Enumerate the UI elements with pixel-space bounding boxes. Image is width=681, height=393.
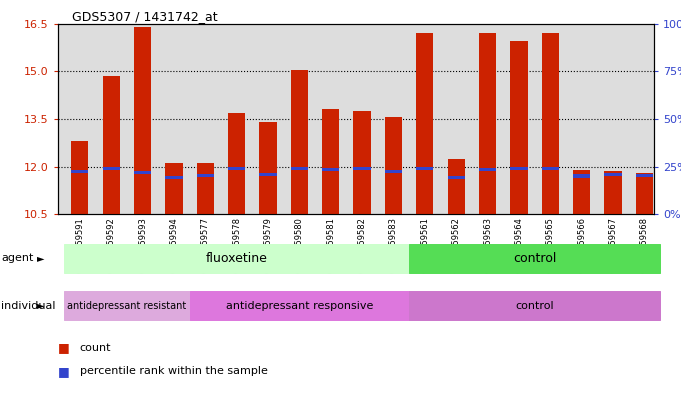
Bar [604,171,622,214]
Bar [228,112,245,214]
Bar [416,167,433,170]
Text: fluoxetine: fluoxetine [206,252,268,265]
Bar [573,174,590,178]
Bar [447,176,465,179]
Text: antidepressant resistant: antidepressant resistant [67,301,187,310]
Bar [636,174,653,177]
Bar [259,122,276,214]
Bar [604,173,622,176]
Bar [353,167,370,170]
Bar [134,27,151,214]
Bar [479,33,496,214]
Text: ►: ► [37,301,45,310]
Bar [447,159,465,214]
Bar [103,76,120,214]
Text: percentile rank within the sample: percentile rank within the sample [80,366,268,376]
Bar [416,33,433,214]
Bar [573,170,590,214]
Bar [165,176,183,179]
Bar [353,111,370,214]
Text: ■: ■ [58,365,69,378]
Bar [259,173,276,176]
Bar [510,41,528,214]
Bar [479,168,496,171]
Bar [103,167,120,170]
Bar [165,163,183,214]
Bar [228,167,245,170]
Bar [541,167,559,170]
Text: antidepressant responsive: antidepressant responsive [225,301,373,310]
Bar [197,163,214,214]
Text: control: control [516,301,554,310]
Text: GDS5307 / 1431742_at: GDS5307 / 1431742_at [72,10,217,23]
Text: ■: ■ [58,341,69,354]
Bar [510,167,528,170]
Bar [385,117,402,214]
Bar [291,167,308,170]
Bar [636,173,653,214]
Text: ►: ► [37,253,45,263]
Text: agent: agent [1,253,34,263]
Text: individual: individual [1,301,56,310]
Bar [322,168,339,171]
Bar [541,33,559,214]
Bar [72,170,89,173]
Bar [197,174,214,177]
Text: control: control [513,252,556,265]
Bar [322,109,339,214]
Bar [385,170,402,173]
Bar [134,171,151,174]
Text: count: count [80,343,111,353]
Bar [291,70,308,214]
Bar [72,141,89,214]
